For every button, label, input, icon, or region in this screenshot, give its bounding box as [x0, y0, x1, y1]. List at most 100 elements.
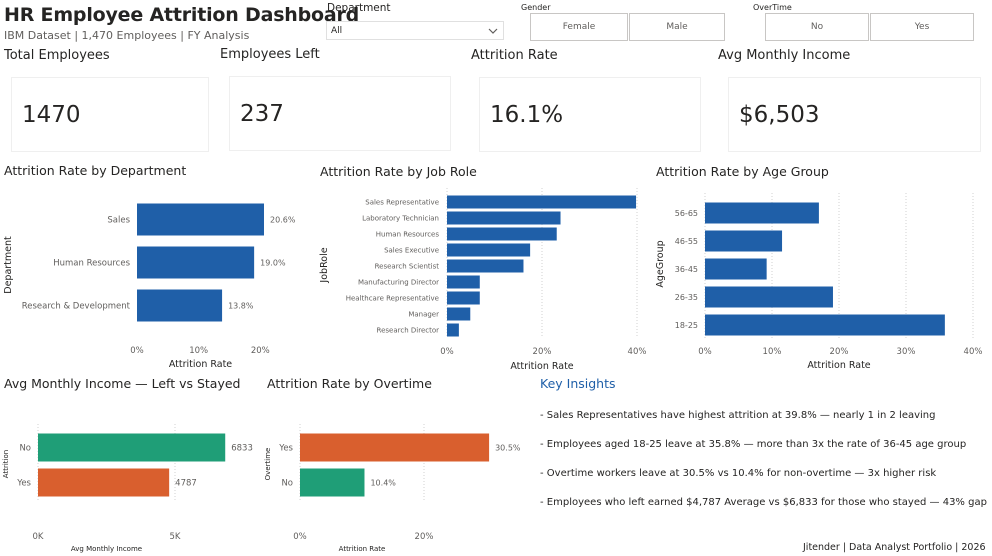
category-label: Manager [408, 310, 439, 318]
age-group-chart: 56-65 46-55 36-45 26-35 18-25 0% 10% 20% 30% 40% A… [655, 193, 982, 371]
department-dropdown-value: All [331, 25, 343, 36]
category-label: 46-55 [675, 237, 698, 246]
insight-item: - Employees who left earned $4,787 Avera… [540, 497, 987, 508]
gender-female-button[interactable]: Female [530, 13, 628, 41]
category-label: 26-35 [675, 293, 698, 302]
chart-title-age-group: Attrition Rate by Age Group [656, 164, 829, 179]
category-label: Research Director [377, 326, 440, 334]
category-label: Human Resources [376, 230, 440, 238]
x-tick-label: 30% [897, 347, 916, 357]
bar [447, 227, 557, 241]
x-tick-label: 20% [830, 347, 849, 357]
bar [705, 230, 783, 252]
category-label: Sales Representative [365, 198, 439, 206]
gender-male-button[interactable]: Male [629, 13, 725, 41]
y-axis-title: Overtime [264, 448, 272, 481]
bar [705, 202, 819, 224]
bar [447, 259, 524, 273]
category-label: Yes [278, 443, 293, 453]
data-label: 10.4% [370, 478, 396, 487]
x-axis-title: Attrition Rate [339, 545, 386, 553]
y-axis-title: AgeGroup [655, 240, 666, 287]
x-tick-label: 0% [293, 532, 307, 542]
job-role-chart: Sales Representative Laboratory Technicia… [319, 188, 647, 372]
category-label: 36-45 [675, 265, 698, 274]
data-label: 13.8% [228, 301, 254, 310]
x-tick-label: 0K [33, 532, 44, 542]
category-label: Laboratory Technician [362, 214, 439, 222]
insight-item: - Overtime workers leave at 30.5% vs 10.… [540, 468, 937, 479]
x-tick-label: 10% [763, 347, 782, 357]
bar [447, 307, 471, 321]
kpi-employees-left-label: Employees Left [220, 47, 320, 62]
kpi-total-employees-label: Total Employees [4, 48, 110, 63]
x-axis-title: Avg Monthly Income [71, 545, 142, 553]
overtime-no-button[interactable]: No [765, 13, 869, 41]
data-label: 4787 [175, 478, 197, 488]
bar [705, 314, 945, 336]
kpi-attrition-rate-label: Attrition Rate [471, 48, 558, 63]
x-tick-label: 40% [628, 347, 647, 357]
x-axis-title: Attrition Rate [510, 361, 573, 372]
x-tick-label: 20% [533, 347, 552, 357]
category-label: Research & Development [22, 301, 131, 311]
bar [300, 468, 365, 497]
category-label: Human Resources [53, 258, 130, 268]
bar [447, 243, 531, 257]
x-tick-label: 0% [698, 347, 712, 357]
bar [447, 195, 637, 209]
x-tick-label: 0% [440, 347, 454, 357]
x-axis-title: Attrition Rate [807, 360, 870, 371]
page-title: HR Employee Attrition Dashboard [4, 4, 360, 26]
bar [447, 323, 459, 337]
x-tick-label: 0% [130, 346, 144, 356]
kpi-avg-monthly-income-card: $6,503 [728, 77, 981, 152]
overtime-chart: Yes 30.5% No 10.4% 0% 20% Attrition Rate Overti… [264, 424, 521, 553]
kpi-attrition-rate-value: 16.1% [490, 101, 564, 128]
bar [38, 433, 226, 462]
data-label: 6833 [231, 443, 253, 453]
bar [447, 275, 480, 289]
overtime-yes-button[interactable]: Yes [870, 13, 974, 41]
chart-title-income: Avg Monthly Income — Left vs Stayed [4, 376, 241, 391]
footer-credit: Jitender | Data Analyst Portfolio | 2026 [803, 542, 986, 553]
y-axis-title: Attrition [2, 450, 10, 478]
bar [137, 246, 255, 279]
department-dropdown[interactable]: All [326, 21, 504, 40]
gender-slicer-label: Gender [521, 3, 551, 12]
department-chart: Sales 20.6% Human Resources 19.0% Research &… [3, 203, 296, 370]
kpi-employees-left-card: 237 [229, 76, 451, 151]
insight-item: - Sales Representatives have highest att… [540, 410, 936, 421]
bar [447, 291, 480, 305]
chart-title-job-role: Attrition Rate by Job Role [320, 164, 477, 179]
category-label: No [281, 478, 293, 488]
category-label: No [19, 443, 31, 453]
category-label: Research Scientist [375, 262, 440, 270]
category-label: Yes [16, 478, 31, 488]
data-label: 20.6% [270, 215, 296, 224]
kpi-avg-monthly-income-value: $6,503 [739, 101, 820, 128]
bar [137, 289, 223, 322]
kpi-avg-monthly-income-label: Avg Monthly Income [718, 48, 851, 63]
data-label: 30.5% [495, 443, 521, 452]
bar [705, 286, 833, 308]
y-axis-title: Department [3, 236, 14, 294]
insight-item: - Employees aged 18-25 leave at 35.8% — … [540, 439, 967, 450]
x-tick-label: 10% [189, 346, 208, 356]
bar [447, 211, 561, 225]
category-label: 18-25 [675, 321, 698, 330]
overtime-slicer-label: OverTime [753, 3, 792, 12]
kpi-total-employees-card: 1470 [11, 77, 209, 152]
key-insights-title: Key Insights [540, 376, 616, 391]
department-slicer-label: Department [327, 2, 391, 14]
category-label: Healthcare Representative [346, 294, 439, 302]
x-axis-title: Attrition Rate [169, 359, 232, 370]
category-label: Sales [107, 215, 130, 225]
x-tick-label: 20% [251, 346, 270, 356]
y-axis-title: JobRole [319, 247, 330, 283]
kpi-total-employees-value: 1470 [22, 101, 81, 128]
kpi-employees-left-value: 237 [240, 100, 284, 127]
bar [300, 433, 490, 462]
kpi-attrition-rate-card: 16.1% [479, 77, 701, 152]
chart-title-department: Attrition Rate by Department [4, 163, 187, 178]
